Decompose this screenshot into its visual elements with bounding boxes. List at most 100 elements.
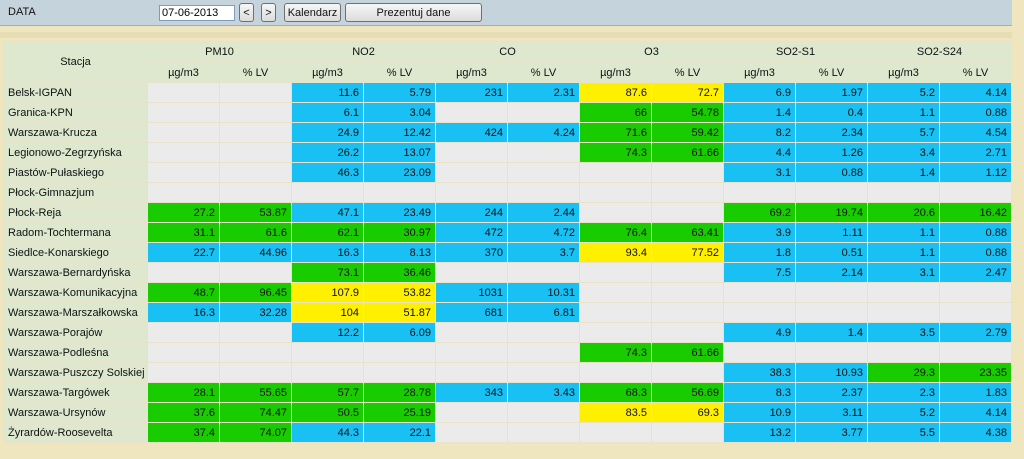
table-row: Granica-KPN 6.1 3.04 66 54.78 1.4 0.4 1.1 0.88 <box>3 102 1013 123</box>
value-cell: 25.19 <box>363 402 436 423</box>
unit-header: µg/m3 <box>147 62 220 83</box>
value-cell: 1.8 <box>723 242 796 263</box>
value-cell: 5.79 <box>363 82 436 103</box>
value-cell: 1.1 <box>867 242 941 263</box>
value-cell: 13.07 <box>363 142 436 163</box>
value-cell: 0.4 <box>794 102 869 123</box>
value-cell: 23.35 <box>939 362 1013 383</box>
value-cell: 0.88 <box>794 162 869 183</box>
value-cell: 1.26 <box>794 142 869 163</box>
value-cell: 77.52 <box>651 242 724 263</box>
station-name: Radom-Tochtermana <box>3 222 148 243</box>
table-row: Warszawa-Krucza 24.9 12.42 424 4.24 71.6 59.42… <box>3 122 1013 143</box>
value-cell <box>507 262 580 283</box>
value-cell: 4.4 <box>723 142 796 163</box>
value-cell: 1.4 <box>867 162 941 183</box>
value-cell: 74.3 <box>579 342 652 363</box>
next-day-button[interactable]: > <box>261 3 276 22</box>
station-header: Stacja <box>3 41 148 83</box>
value-cell: 231 <box>435 82 508 103</box>
value-cell <box>651 362 724 383</box>
value-cell: 2.14 <box>794 262 869 283</box>
value-cell: 76.4 <box>579 222 652 243</box>
value-cell: 53.82 <box>363 282 436 303</box>
value-cell: 0.88 <box>939 242 1013 263</box>
value-cell <box>939 342 1013 363</box>
calendar-button[interactable]: Kalendarz <box>284 3 341 22</box>
value-cell <box>723 342 796 363</box>
unit-header: % LV <box>794 62 869 83</box>
value-cell: 1.1 <box>867 222 941 243</box>
value-cell: 16.3 <box>147 302 220 323</box>
table-row: Warszawa-Podleśna 74.3 61.66 <box>3 342 1013 363</box>
value-cell: 681 <box>435 302 508 323</box>
value-cell: 44.3 <box>291 422 364 443</box>
value-cell: 61.66 <box>651 342 724 363</box>
value-cell: 0.88 <box>939 102 1013 123</box>
value-cell <box>435 182 508 203</box>
value-cell <box>867 282 941 303</box>
date-input[interactable] <box>159 5 235 21</box>
value-cell: 29.3 <box>867 362 941 383</box>
value-cell: 16.42 <box>939 202 1013 223</box>
station-name: Warszawa-Targówek <box>3 382 148 403</box>
value-cell: 96.45 <box>219 282 292 303</box>
value-cell <box>794 342 869 363</box>
value-cell: 31.1 <box>147 222 220 243</box>
value-cell <box>651 282 724 303</box>
value-cell <box>291 362 364 383</box>
value-cell: 27.2 <box>147 202 220 223</box>
value-cell: 2.37 <box>794 382 869 403</box>
value-cell <box>435 262 508 283</box>
value-cell: 1031 <box>435 282 508 303</box>
value-cell <box>435 402 508 423</box>
pollutant-header: SO2-S24 <box>867 41 1013 63</box>
value-cell <box>651 422 724 443</box>
value-cell <box>291 182 364 203</box>
value-cell: 36.46 <box>363 262 436 283</box>
value-cell: 2.44 <box>507 202 580 223</box>
value-cell: 13.2 <box>723 422 796 443</box>
pollutant-header: O3 <box>579 41 724 63</box>
value-cell <box>867 302 941 323</box>
table-row: Warszawa-Komunikacyjna 48.7 96.45 107.9 53.8… <box>3 282 1013 303</box>
value-cell: 4.14 <box>939 82 1013 103</box>
value-cell <box>579 282 652 303</box>
value-cell <box>363 362 436 383</box>
pollutant-header: CO <box>435 41 580 63</box>
value-cell: 1.97 <box>794 82 869 103</box>
value-cell <box>435 322 508 343</box>
value-cell: 83.5 <box>579 402 652 423</box>
value-cell: 6.1 <box>291 102 364 123</box>
value-cell <box>507 362 580 383</box>
previous-day-button[interactable]: < <box>239 3 254 22</box>
value-cell <box>219 182 292 203</box>
value-cell: 61.6 <box>219 222 292 243</box>
present-data-button[interactable]: Prezentuj dane <box>345 3 482 22</box>
value-cell <box>147 362 220 383</box>
value-cell <box>579 262 652 283</box>
value-cell <box>147 82 220 103</box>
value-cell <box>579 202 652 223</box>
value-cell: 93.4 <box>579 242 652 263</box>
value-cell <box>794 302 869 323</box>
value-cell: 2.3 <box>867 382 941 403</box>
value-cell <box>867 342 941 363</box>
value-cell <box>794 282 869 303</box>
value-cell: 4.9 <box>723 322 796 343</box>
value-cell <box>147 122 220 143</box>
value-cell: 72.7 <box>651 82 724 103</box>
value-cell <box>579 182 652 203</box>
value-cell: 0.88 <box>939 222 1013 243</box>
value-cell: 1.12 <box>939 162 1013 183</box>
value-cell <box>435 162 508 183</box>
station-name: Warszawa-Porajów <box>3 322 148 343</box>
value-cell <box>147 102 220 123</box>
value-cell <box>435 342 508 363</box>
value-cell: 3.04 <box>363 102 436 123</box>
value-cell: 61.66 <box>651 142 724 163</box>
value-cell: 57.7 <box>291 382 364 403</box>
value-cell: 3.43 <box>507 382 580 403</box>
value-cell: 6.81 <box>507 302 580 323</box>
value-cell: 2.31 <box>507 82 580 103</box>
